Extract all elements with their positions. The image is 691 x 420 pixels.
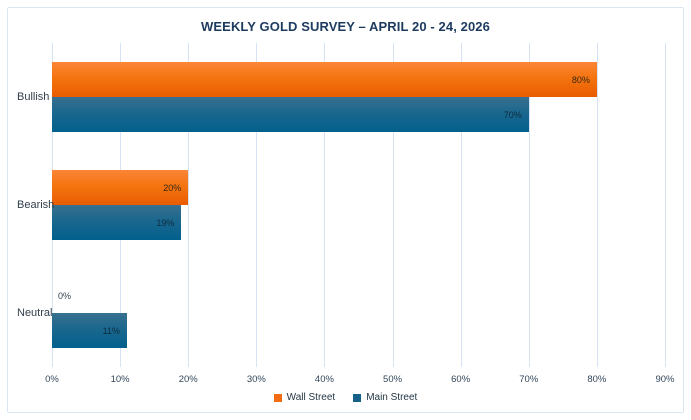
gridline: [596, 43, 598, 367]
x-tick-label: 50%: [383, 374, 403, 385]
x-tick-label: 40%: [314, 374, 334, 385]
legend-swatch-icon: [273, 393, 282, 402]
bar-bullish-main-street: 70%: [52, 97, 529, 132]
bar-slot: 70%: [52, 97, 665, 132]
bar-slot: 80%: [52, 62, 665, 97]
gridline: [256, 43, 258, 367]
bar-value-label: 19%: [156, 217, 175, 228]
bar-value-label: 80%: [571, 74, 590, 85]
bar-group-bearish: 20% 19%: [52, 151, 665, 259]
bar-slot: 0%: [52, 278, 665, 313]
gridline: [188, 43, 190, 367]
legend-label: Main Street: [366, 392, 418, 403]
x-tick-label: 70%: [519, 374, 539, 385]
bar-slot: 11%: [52, 313, 665, 348]
category-label-bearish: Bearish: [17, 199, 55, 211]
gridline: [665, 43, 666, 367]
legend: Wall Street Main Street: [8, 392, 683, 403]
bar-slot: 20%: [52, 170, 665, 205]
category-label-neutral: Neutral: [17, 307, 53, 319]
bar-group-neutral: 0% 11%: [52, 259, 665, 367]
category-label-bullish: Bullish: [17, 91, 50, 103]
x-tick-label: 60%: [451, 374, 471, 385]
bar-bearish-main-street: 19%: [52, 205, 182, 240]
gridline: [460, 43, 462, 367]
x-tick-label: 20%: [178, 374, 198, 385]
bar-neutral-main-street: 11%: [52, 313, 127, 348]
chart-card: WEEKLY GOLD SURVEY – APRIL 20 - 24, 2026…: [7, 7, 684, 413]
plot-area: 80% 70% 20% 19% 0% 11%: [52, 43, 666, 367]
legend-item-main-street: Main Street: [353, 392, 417, 403]
x-tick-label: 10%: [110, 374, 130, 385]
x-tick-label: 80%: [587, 374, 607, 385]
gridline: [392, 43, 394, 367]
legend-label: Wall Street: [286, 392, 336, 403]
x-tick-label: 90%: [655, 374, 675, 385]
legend-item-wall-street: Wall Street: [273, 392, 336, 403]
bar-value-label: 20%: [163, 182, 182, 193]
bar-value-label: 11%: [102, 325, 120, 336]
gridline: [528, 43, 530, 367]
chart-title: WEEKLY GOLD SURVEY – APRIL 20 - 24, 2026: [201, 19, 490, 34]
bar-bearish-wall-street: 20%: [52, 170, 189, 205]
bar-group-bullish: 80% 70%: [52, 43, 665, 151]
gridline: [324, 43, 326, 367]
x-tick-label: 30%: [246, 374, 266, 385]
bar-slot: 19%: [52, 205, 665, 240]
bar-value-label: 0%: [58, 290, 72, 301]
bar-bullish-wall-street: 80%: [52, 62, 597, 97]
x-tick-label: 0%: [45, 374, 59, 385]
legend-swatch-icon: [353, 393, 362, 402]
bar-value-label: 70%: [503, 109, 522, 120]
